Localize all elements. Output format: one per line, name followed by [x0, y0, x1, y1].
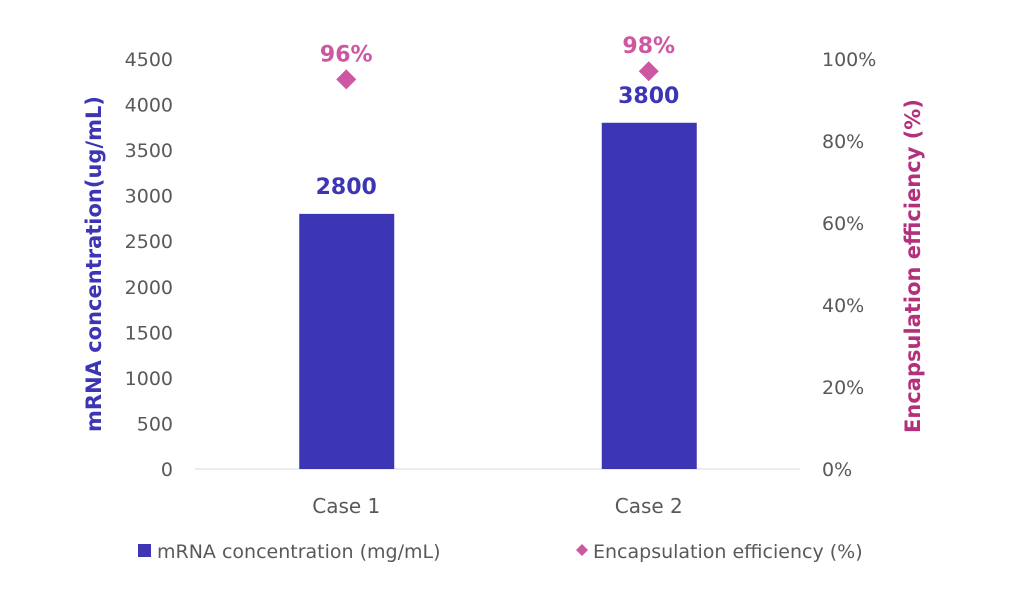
legend-bar-label: mRNA concentration (mg/mL) — [157, 541, 440, 563]
left-axis-tick-label: 1500 — [125, 322, 173, 344]
right-axis-tick-label: 100% — [822, 49, 876, 71]
right-axis-tick-label: 0% — [822, 459, 852, 481]
right-axis-tick-label: 40% — [822, 295, 864, 317]
left-axis-title: mRNA concentration(ug/mL) — [82, 96, 106, 432]
left-axis-tick-label: 500 — [137, 413, 173, 435]
x-axis-tick-label: Case 2 — [615, 494, 683, 518]
left-axis-tick-label: 1000 — [125, 368, 173, 390]
left-axis-tick-label: 2000 — [125, 277, 173, 299]
right-axis-tick-label: 20% — [822, 377, 864, 399]
bar-data-label: 3800 — [618, 84, 679, 109]
right-axis-tick-label: 80% — [822, 131, 864, 153]
left-axis-tick-label: 4500 — [125, 49, 173, 71]
legend-diamond-label: Encapsulation efficiency (%) — [593, 541, 863, 563]
bar-data-label: 2800 — [316, 175, 377, 200]
bar — [299, 213, 395, 469]
x-axis-tick-label: Case 1 — [312, 494, 380, 518]
diamond-marker — [336, 69, 357, 90]
left-axis-tick-label: 4000 — [125, 95, 173, 117]
marker-data-label: 96% — [320, 42, 373, 67]
left-axis-tick-label: 2500 — [125, 231, 173, 253]
right-axis-title: Encapsulation efficiency (%) — [901, 99, 925, 433]
left-axis-tick-label: 0 — [161, 459, 173, 481]
right-axis-tick-label: 60% — [822, 213, 864, 235]
marker-data-label: 98% — [622, 34, 675, 59]
bar — [601, 122, 697, 470]
left-axis-tick-label: 3000 — [125, 186, 173, 208]
left-axis-tick-label: 3500 — [125, 140, 173, 162]
legend-diamond-swatch — [576, 544, 588, 556]
diamond-marker — [638, 61, 659, 82]
legend-bar-swatch — [138, 544, 151, 557]
